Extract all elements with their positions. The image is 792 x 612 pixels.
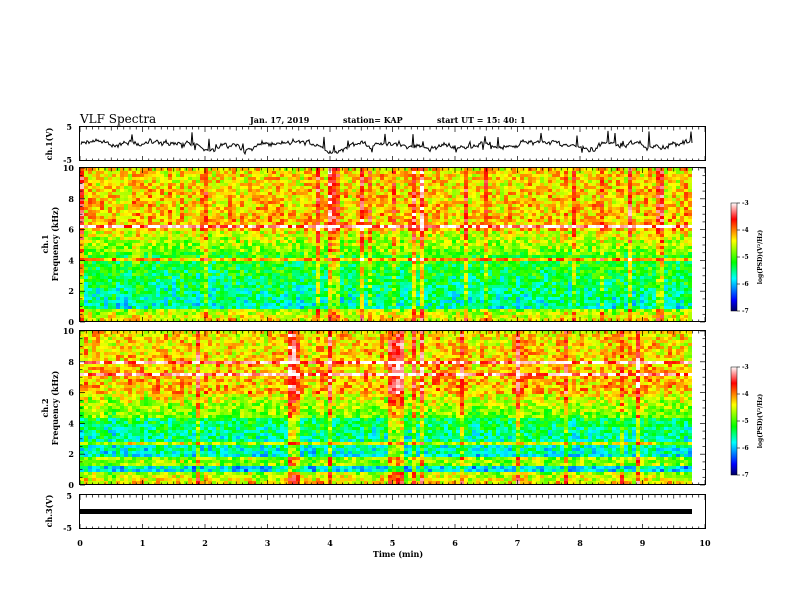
ch2-spectrogram-panel: 0 2 4 6 8 10 ch.2 Frequency (kHz) (40, 326, 706, 490)
colorbar-tick-label: -3 (742, 364, 749, 371)
ch1-spectrogram-panel: 0 2 4 6 8 10 ch.1 Frequency (kHz) (40, 163, 706, 327)
ch1-spectrogram-ylabel-channel: ch.1 (40, 234, 50, 253)
ch1-colorbar-label: log(PSD)(V²/Hz) (757, 230, 764, 285)
ch3-waveform-line (80, 509, 692, 514)
colorbar-tick-label: -3 (742, 200, 749, 207)
colorbar-tick-label: -5 (742, 254, 749, 261)
ch3-waveform-ylabel: ch.3(V) (44, 494, 54, 527)
ch1-ytick-bottom: -5 (63, 155, 72, 165)
y-tick-label: 0 (68, 480, 74, 490)
x-tick-label: 4 (327, 538, 333, 548)
ch2-spectrogram-yticks: 0 2 4 6 8 10 (63, 326, 705, 490)
colorbar-tick-label: -6 (742, 281, 749, 288)
ch3-waveform-panel: 5 -5 ch.3(V) 0 1 2 3 4 5 6 7 8 9 10 (44, 491, 711, 548)
x-tick-label: 3 (265, 538, 271, 548)
x-tick-label: 2 (202, 538, 208, 548)
station-label: station= KAP (343, 115, 403, 125)
y-tick-label: 10 (63, 326, 75, 336)
ch1-waveform-ylabel: ch.1(V) (44, 127, 54, 160)
y-tick-label: 2 (68, 286, 74, 296)
ch1-spectrogram-yticks: 0 2 4 6 8 10 (63, 163, 705, 327)
ch1-spectrogram-xticks (79, 168, 706, 322)
colorbar-tick-label: -7 (742, 472, 749, 479)
y-tick-label: 6 (68, 225, 74, 235)
x-tick-label: 5 (390, 538, 396, 548)
start-ut-label: start UT = 15: 40: 1 (437, 115, 526, 125)
x-tick-label: 0 (77, 538, 83, 548)
ch1-waveform-panel: 5 -5 ch.1(V) (44, 122, 706, 165)
ch2-colorbar-gradient (730, 366, 738, 476)
figure-title: VLF Spectra (79, 112, 156, 126)
y-tick-label: 6 (68, 388, 74, 398)
y-tick-label: 8 (68, 357, 74, 367)
x-axis-tick-labels: 0 1 2 3 4 5 6 7 8 9 10 (77, 538, 711, 548)
colorbar-tick-label: -5 (742, 418, 749, 425)
ch1-ytick-top: 5 (66, 122, 72, 132)
ch3-ytick-bottom: -5 (63, 523, 72, 533)
x-tick-label: 8 (577, 538, 583, 548)
colorbar-tick-label: -4 (742, 227, 749, 234)
ch1-spectrogram-image (80, 168, 692, 321)
y-tick-label: 4 (68, 255, 74, 265)
ch2-spectrogram-xticks (79, 331, 706, 485)
x-tick-label: 1 (140, 538, 146, 548)
ch1-colorbar-gradient (730, 202, 738, 312)
ch2-spectrogram-ylabel-channel: ch.2 (40, 398, 50, 417)
ch2-spectrogram-image (80, 331, 692, 484)
ch2-colorbar: -3 -4 -5 -6 -7 log(PSD)(V²/Hz) (730, 364, 764, 479)
colorbar-tick-label: -6 (742, 445, 749, 452)
ch1-spectrogram-ylabel-frequency: Frequency (kHz) (50, 206, 60, 281)
ch3-waveform-xticks (79, 495, 706, 529)
y-tick-label: 4 (68, 418, 74, 428)
y-tick-label: 8 (68, 194, 74, 204)
y-tick-label: 0 (68, 317, 74, 327)
ch3-ytick-top: 5 (66, 491, 72, 501)
ch1-waveform-line (80, 130, 693, 156)
x-tick-label: 9 (640, 538, 646, 548)
ch2-spectrogram-ylabel-frequency: Frequency (kHz) (50, 370, 60, 445)
ch2-colorbar-label: log(PSD)(V²/Hz) (757, 394, 764, 449)
x-tick-label: 6 (452, 538, 458, 548)
y-tick-label: 2 (68, 449, 74, 459)
date-label: Jan. 17, 2019 (249, 115, 310, 125)
ch1-waveform-xticks (79, 127, 706, 161)
x-tick-label: 10 (699, 538, 711, 548)
x-tick-label: 7 (515, 538, 521, 548)
y-tick-label: 10 (63, 163, 75, 173)
ch1-colorbar: -3 -4 -5 -6 -7 log(PSD)(V²/Hz) (730, 200, 764, 315)
x-axis-label: Time (min) (373, 549, 423, 559)
colorbar-tick-label: -7 (742, 308, 749, 315)
colorbar-tick-label: -4 (742, 391, 749, 398)
